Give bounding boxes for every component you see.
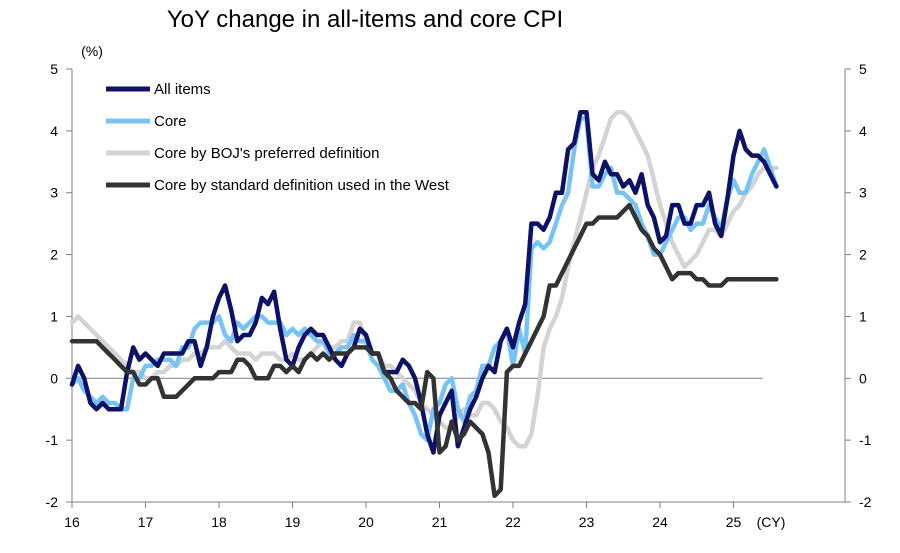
chart-title: YoY change in all-items and core CPI [166,6,564,33]
x-tick-label: 25 [726,514,742,530]
series-line-4 [69,202,779,499]
series-line-1 [69,110,779,455]
series-line-3 [69,110,779,449]
y-tick-label-right: -2 [859,494,872,510]
y-tick-label-left: -1 [46,432,59,448]
y-axis-unit-label: (%) [81,43,103,59]
y-tick-label-left: 2 [50,247,58,263]
y-tick-label-left: 4 [50,123,58,139]
x-tick-label: 23 [579,514,595,530]
x-tick-label: 20 [358,514,374,530]
legend-label-2: Core [154,113,187,130]
y-tick-label-right: 3 [859,185,867,201]
y-tick-label-right: 1 [859,308,867,324]
x-axis-unit-label: (CY) [757,514,786,530]
x-tick-label: 22 [505,514,521,530]
y-tick-label-left: 1 [50,308,58,324]
legend-label-1: All items [154,81,211,98]
y-tick-label-right: 2 [859,247,867,263]
x-tick-label: 21 [432,514,448,530]
y-tick-label-right: 5 [859,61,867,77]
legend-label-4: Core by standard definition used in the … [154,177,450,194]
y-tick-label-right: 0 [859,370,867,386]
y-tick-label-right: -1 [859,432,872,448]
x-tick-label: 17 [138,514,154,530]
x-tick-label: 18 [211,514,227,530]
x-tick-label: 24 [652,514,668,530]
y-tick-label-left: 0 [50,370,58,386]
y-tick-label-left: 3 [50,185,58,201]
y-tick-label-right: 4 [859,123,867,139]
y-tick-label-left: -2 [46,494,59,510]
x-tick-label: 16 [64,514,80,530]
x-tick-label: 19 [285,514,301,530]
y-tick-label-left: 5 [50,61,58,77]
legend-label-3: Core by BOJ's preferred definition [154,145,379,162]
